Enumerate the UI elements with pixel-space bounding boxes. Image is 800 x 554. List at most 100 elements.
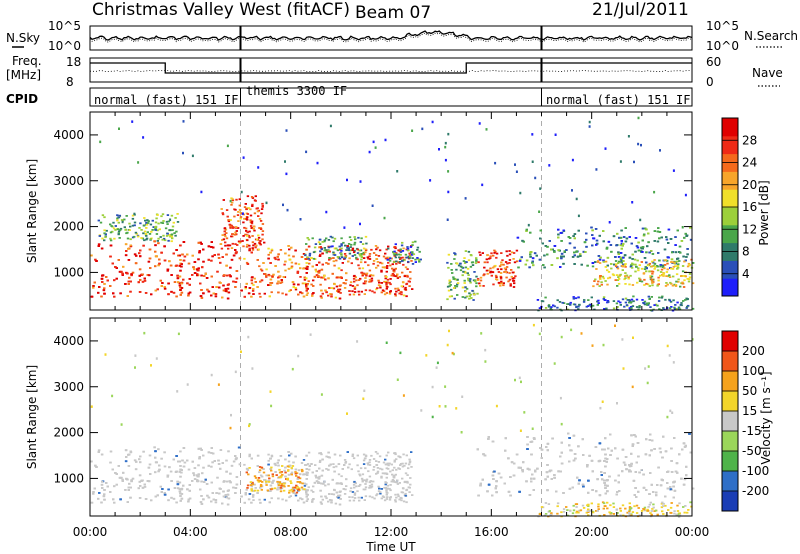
scatter-point [299,267,302,270]
scatter-point [628,236,631,238]
scatter-point [124,229,127,231]
scatter-point [222,495,226,498]
scatter-point [637,116,640,120]
scatter-point [261,202,264,205]
scatter-point [328,499,332,501]
scatter-point [459,269,463,272]
scatter-point [624,283,627,285]
nsearch-line [89,32,693,43]
scatter-point [468,295,471,298]
scatter-point [118,476,122,479]
scatter-point [674,304,677,306]
scatter-point [173,487,177,489]
scatter-point [254,487,257,489]
scatter-point [657,283,660,286]
scatter-point [235,277,239,280]
scatter-point [103,216,106,219]
scatter-point [265,474,268,477]
scatter-point [283,263,286,266]
scatter-point [148,233,152,235]
scatter-point [144,233,148,235]
scatter-point [517,266,520,269]
scatter-point [219,243,223,245]
scatter-point [197,269,200,272]
scatter-point [290,452,293,455]
scatter-point [643,284,646,286]
scatter-point [206,494,209,497]
scatter-point [133,235,136,238]
scatter-point [385,489,388,492]
scatter-point [372,458,376,460]
scatter-point [335,482,339,485]
scatter-point [364,251,367,254]
scatter-point [369,274,373,276]
scatter-point [387,245,390,248]
scatter-point [334,296,338,299]
scatter-point [230,464,234,467]
scatter-point [360,253,363,255]
scatter-point [368,253,372,255]
scatter-point [246,218,249,221]
scatter-point [557,236,560,239]
scatter-point [377,461,381,463]
scatter-point [333,237,337,240]
scatter-point [338,482,341,485]
scatter-point [364,280,368,283]
scatter-point [573,233,577,235]
scatter-point [629,265,633,268]
scatter-point [506,262,509,265]
scatter-point [411,241,415,244]
scatter-point [127,486,130,489]
scatter-point [643,233,646,236]
scatter-point [130,480,133,483]
scatter-point [596,242,599,245]
scatter-point [200,480,203,483]
scatter-point [239,217,242,220]
scatter-point [252,494,255,496]
scatter-point [625,304,629,306]
scatter-point [110,225,113,227]
scatter-point [318,467,321,470]
scatter-point [338,288,342,291]
scatter-point [305,258,308,260]
scatter-point [383,472,387,475]
nave-label: Nave [752,66,783,80]
scatter-point [665,238,669,241]
scatter-point [92,285,95,287]
nsky-line [89,30,693,41]
scatter-point [166,474,170,477]
scatter-point [147,220,150,222]
scatter-point [212,452,215,455]
scatter-point [230,247,234,249]
scatter-point [392,261,396,263]
scatter-point [650,296,653,298]
scatter-point [389,283,392,286]
scatter-point [115,277,118,280]
scatter-point [359,249,363,252]
scatter-point [254,281,257,283]
scatter-point [333,282,336,285]
scatter-point [485,128,488,131]
scatter-point [483,261,486,264]
scatter-point [447,190,450,194]
scatter-point [618,278,621,280]
scatter-point [307,280,310,283]
scatter-point [610,263,613,265]
scatter-point [401,241,404,244]
scatter-point [678,260,681,262]
scatter-point [398,276,401,278]
scatter-point [630,242,633,245]
scatter-point [657,279,660,282]
scatter-point [332,287,336,290]
scatter-point [355,256,358,259]
scatter-point [170,240,173,243]
scatter-point [504,261,508,263]
scatter-point [235,198,238,201]
scatter-point [148,248,152,251]
scatter-point [391,473,394,476]
scatter-point [643,303,647,306]
scatter-point [161,282,164,284]
scatter-point [215,286,218,288]
scatter-point [450,288,453,291]
scatter-point [385,287,388,290]
